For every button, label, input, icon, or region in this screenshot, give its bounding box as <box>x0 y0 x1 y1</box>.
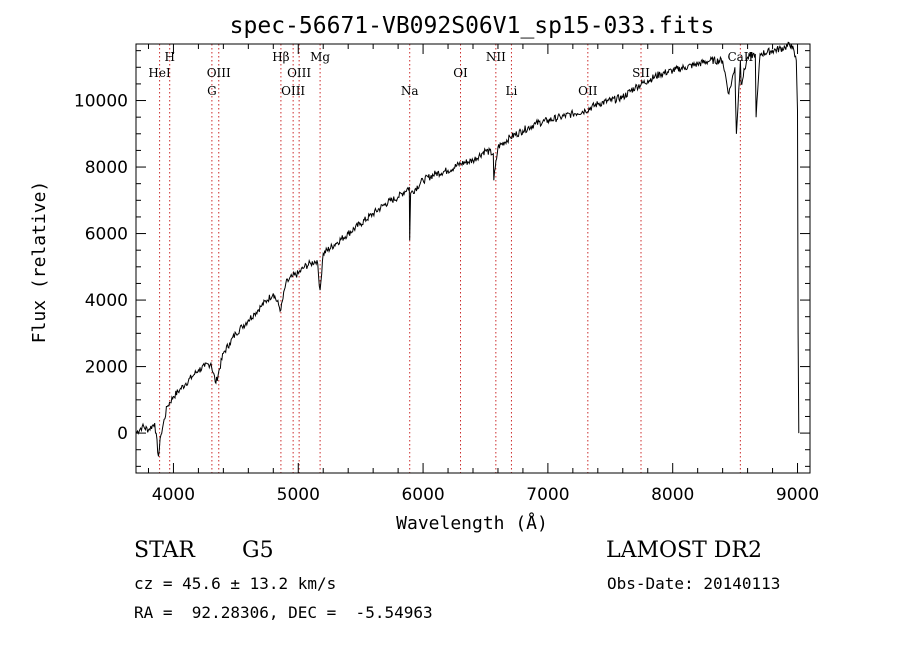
line-label-9: OI <box>453 66 468 80</box>
x-tick-label-4: 8000 <box>651 485 694 505</box>
x-tick-label-3: 7000 <box>526 485 569 505</box>
x-tick-label-0: 4000 <box>152 485 195 505</box>
x-tick-label-1: 5000 <box>277 485 320 505</box>
line-label-12: OII <box>578 84 598 98</box>
y-tick-label-0: 0 <box>117 424 128 444</box>
line-label-2: G <box>207 84 217 98</box>
line-label-11: Li <box>506 84 518 98</box>
y-tick-label-5: 10000 <box>74 92 128 112</box>
y-axis-label: Flux (relative) <box>29 181 50 344</box>
line-label-7: Mg <box>310 50 330 64</box>
spectrum-line <box>135 41 800 457</box>
observation-date: Obs-Date: 20140113 <box>607 574 781 593</box>
x-tick-label-2: 6000 <box>401 485 444 505</box>
coordinates: RA = 92.28306, DEC = -5.54963 <box>134 603 433 622</box>
y-axis: 0 2000 4000 6000 8000 10000 <box>74 50 810 467</box>
line-label-0: HeI <box>148 66 171 80</box>
line-label-5: OIII <box>281 84 305 98</box>
plot-frame <box>135 43 811 474</box>
line-label-13: SII <box>632 66 650 80</box>
y-tick-label-3: 6000 <box>85 225 128 245</box>
y-tick-label-2: 4000 <box>85 291 128 311</box>
line-label-10: NII <box>486 50 506 64</box>
redshift-velocity: cz = 45.6 ± 13.2 km/s <box>134 574 337 593</box>
line-label-1: H <box>164 50 174 64</box>
line-label-6: OIII <box>287 66 311 80</box>
y-tick-label-4: 8000 <box>85 158 128 178</box>
chart-title: spec-56671-VB092S06V1_sp15-033.fits <box>230 13 715 39</box>
spectral-subclass: G5 <box>242 538 274 563</box>
line-label-4: Hβ <box>272 50 289 64</box>
x-axis: 4000 5000 6000 7000 8000 9000 <box>147 44 819 505</box>
y-tick-label-1: 2000 <box>85 358 128 378</box>
survey-name: LAMOST DR2 <box>606 538 762 563</box>
object-type: STAR <box>134 538 195 563</box>
line-label-8: Na <box>401 84 419 98</box>
x-axis-label: Wavelength (Å) <box>396 512 548 534</box>
x-tick-label-5: 9000 <box>776 485 819 505</box>
line-label-3: OIII <box>207 66 231 80</box>
